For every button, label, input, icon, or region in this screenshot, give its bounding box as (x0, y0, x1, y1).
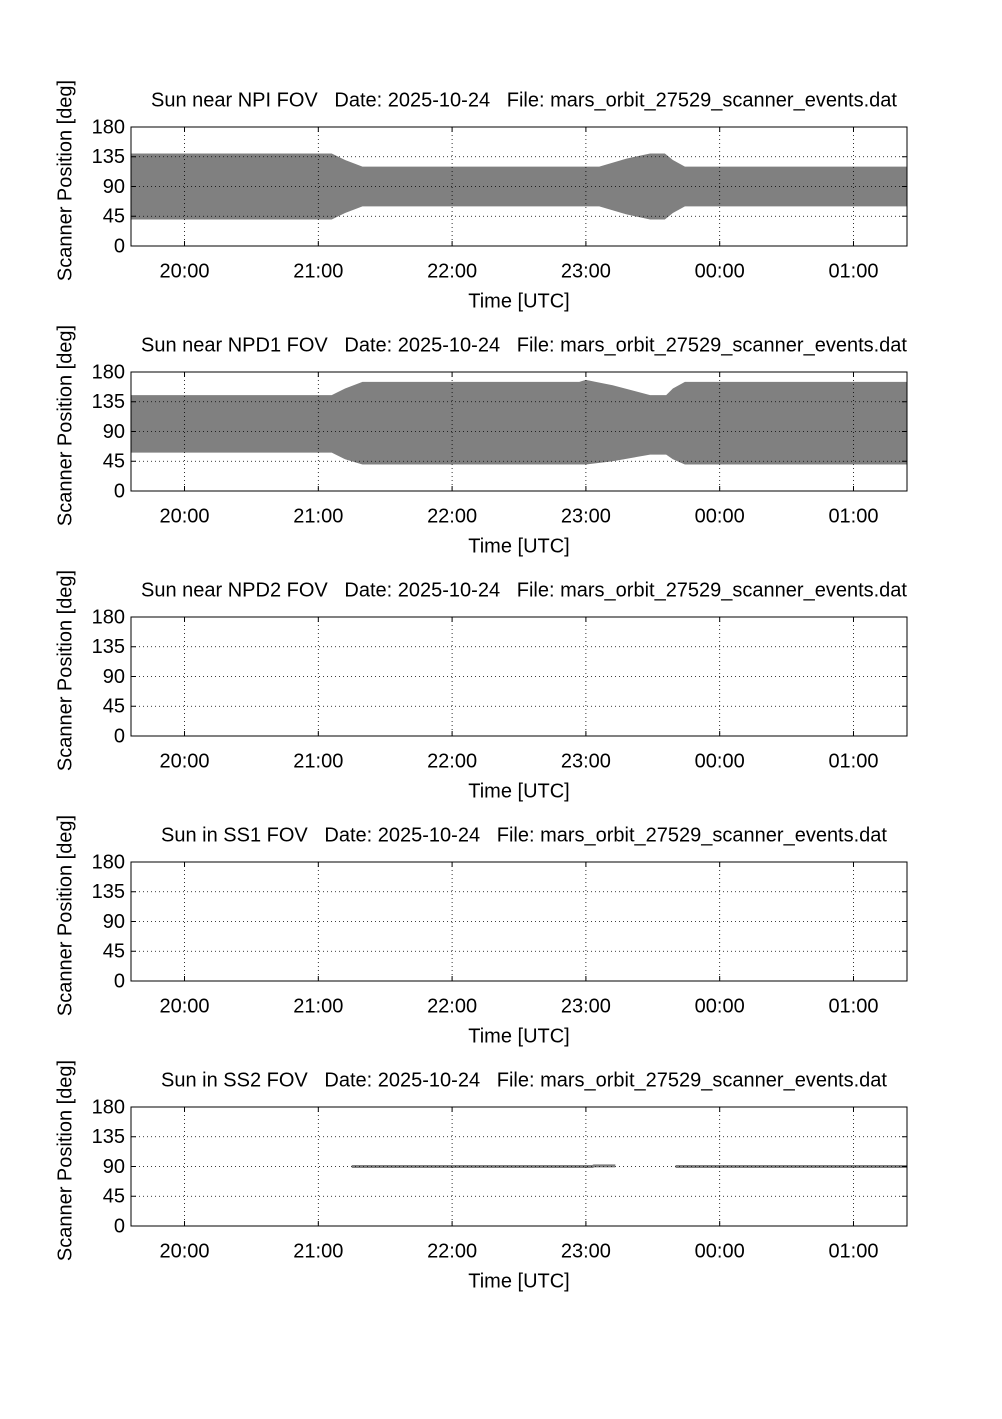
axes-frame (130, 1106, 908, 1227)
chart-title: Sun in SS2 FOV Date: 2025-10-24 File: ma… (161, 1069, 887, 1091)
y-tick-label: 135 (92, 881, 125, 903)
y-tick-label: 135 (92, 636, 125, 658)
x-tick-label: 22:00 (427, 260, 477, 282)
x-tick-label: 00:00 (695, 260, 745, 282)
x-tick-label: 21:00 (293, 995, 343, 1017)
y-tick-label: 180 (92, 116, 125, 138)
y-tick-label: 90 (103, 1156, 125, 1178)
x-tick-label: 20:00 (159, 1240, 209, 1262)
axes-frame (130, 861, 908, 982)
x-axis-label: Time [UTC] (468, 290, 569, 312)
x-tick-label: 20:00 (159, 260, 209, 282)
x-tick-label: 20:00 (159, 505, 209, 527)
y-tick-label: 0 (114, 480, 125, 502)
y-tick-label: 90 (103, 421, 125, 443)
x-tick-label: 00:00 (695, 1240, 745, 1262)
y-tick-label: 90 (103, 666, 125, 688)
y-tick-label: 180 (92, 1096, 125, 1118)
x-tick-label: 21:00 (293, 505, 343, 527)
x-axis-label: Time [UTC] (468, 1025, 569, 1047)
x-tick-label: 00:00 (695, 505, 745, 527)
chart-title: Sun near NPI FOV Date: 2025-10-24 File: … (151, 89, 897, 111)
x-tick-label: 22:00 (427, 995, 477, 1017)
axes-frame (130, 371, 908, 492)
y-tick-label: 180 (92, 851, 125, 873)
y-tick-label: 90 (103, 176, 125, 198)
y-axis-label: Scanner Position [deg] (54, 1060, 76, 1261)
x-tick-label: 21:00 (293, 260, 343, 282)
x-tick-label: 00:00 (695, 995, 745, 1017)
y-axis-label: Scanner Position [deg] (54, 815, 76, 1016)
x-tick-label: 01:00 (828, 995, 878, 1017)
y-tick-label: 0 (114, 1215, 125, 1237)
x-tick-label: 20:00 (159, 995, 209, 1017)
y-tick-label: 45 (103, 941, 125, 963)
chart-title: Sun in SS1 FOV Date: 2025-10-24 File: ma… (161, 824, 887, 846)
axes-frame (130, 126, 908, 247)
y-tick-label: 45 (103, 1186, 125, 1208)
x-tick-label: 01:00 (828, 505, 878, 527)
y-tick-label: 90 (103, 911, 125, 933)
x-tick-label: 00:00 (695, 750, 745, 772)
axes-frame (130, 616, 908, 737)
y-tick-label: 45 (103, 451, 125, 473)
x-axis-label: Time [UTC] (468, 535, 569, 557)
band-area (131, 379, 907, 465)
x-axis-label: Time [UTC] (468, 780, 569, 802)
y-axis-label: Scanner Position [deg] (54, 80, 76, 281)
x-tick-label: 22:00 (427, 1240, 477, 1262)
chart-title: Sun near NPD2 FOV Date: 2025-10-24 File:… (141, 579, 907, 601)
x-tick-label: 23:00 (561, 260, 611, 282)
y-tick-label: 135 (92, 391, 125, 413)
y-tick-label: 45 (103, 696, 125, 718)
y-tick-label: 180 (92, 606, 125, 628)
y-axis-label: Scanner Position [deg] (54, 325, 76, 526)
x-tick-label: 23:00 (561, 505, 611, 527)
x-tick-label: 23:00 (561, 995, 611, 1017)
x-tick-label: 01:00 (828, 750, 878, 772)
x-tick-label: 01:00 (828, 260, 878, 282)
y-tick-label: 0 (114, 725, 125, 747)
y-tick-label: 0 (114, 235, 125, 257)
y-tick-label: 0 (114, 970, 125, 992)
y-tick-label: 135 (92, 1126, 125, 1148)
x-tick-label: 23:00 (561, 750, 611, 772)
y-tick-label: 45 (103, 206, 125, 228)
y-tick-label: 135 (92, 146, 125, 168)
x-tick-label: 20:00 (159, 750, 209, 772)
x-axis-label: Time [UTC] (468, 1270, 569, 1292)
chart-title: Sun near NPD1 FOV Date: 2025-10-24 File:… (141, 334, 907, 356)
x-tick-label: 01:00 (828, 1240, 878, 1262)
x-tick-label: 22:00 (427, 750, 477, 772)
x-tick-label: 22:00 (427, 505, 477, 527)
x-tick-label: 23:00 (561, 1240, 611, 1262)
x-tick-label: 21:00 (293, 750, 343, 772)
y-tick-label: 180 (92, 361, 125, 383)
y-axis-label: Scanner Position [deg] (54, 570, 76, 771)
x-tick-label: 21:00 (293, 1240, 343, 1262)
